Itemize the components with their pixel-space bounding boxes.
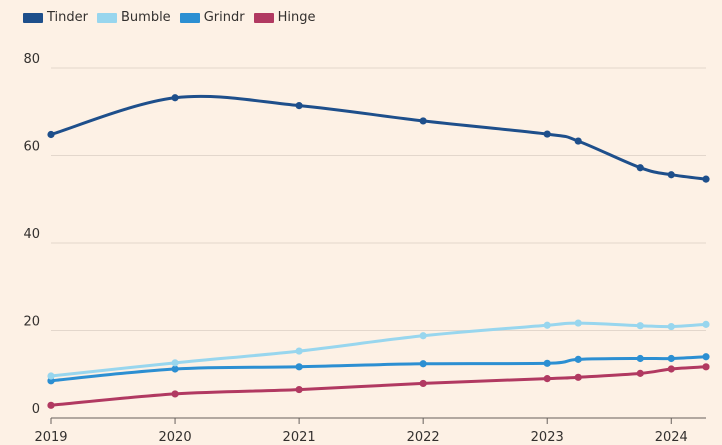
legend-swatch-tinder [23, 12, 43, 23]
legend: Tinder Bumble Grindr Hinge [23, 10, 324, 25]
legend-label-hinge: Hinge [277, 10, 316, 25]
legend-item-grindr: Grindr [179, 10, 245, 25]
legend-swatch-bumble [97, 12, 117, 23]
data-point-hinge-2 [295, 385, 303, 394]
x-tick-label-2019: 2019 [34, 430, 67, 445]
data-point-hinge-8 [702, 363, 710, 371]
data-point-bumble-4 [543, 321, 551, 329]
legend-item-tinder: Tinder [23, 10, 88, 25]
data-point-grindr-2 [295, 363, 303, 371]
data-point-hinge-6 [636, 369, 644, 377]
legend-swatch-hinge [253, 12, 274, 23]
legend-label-bumble: Bumble [121, 10, 171, 25]
data-point-hinge-7 [667, 365, 675, 373]
data-point-tinder-2 [295, 102, 303, 110]
data-point-bumble-0 [47, 372, 55, 380]
data-point-tinder-3 [419, 117, 427, 125]
data-point-grindr-4 [543, 359, 551, 367]
x-tick-label-2021: 2021 [283, 430, 316, 445]
y-tick-label-80: 80 [23, 52, 40, 67]
x-tick-label-2023: 2023 [531, 430, 564, 445]
data-point-grindr-6 [636, 354, 644, 363]
data-point-tinder-5 [574, 137, 582, 145]
series-line-grindr [49, 355, 708, 383]
data-point-tinder-7 [667, 171, 675, 179]
data-point-tinder-1 [171, 94, 179, 102]
y-tick-label-60: 60 [23, 140, 40, 155]
data-point-hinge-1 [171, 390, 179, 398]
data-point-bumble-3 [419, 332, 427, 340]
x-tick-label-2022: 2022 [407, 430, 440, 445]
data-point-grindr-8 [702, 353, 710, 361]
legend-item-hinge: Hinge [253, 10, 316, 25]
data-point-bumble-2 [295, 347, 303, 355]
series-line-bumble [49, 321, 708, 378]
data-point-bumble-8 [702, 320, 710, 328]
data-point-grindr-3 [419, 360, 427, 368]
data-point-hinge-5 [574, 373, 582, 381]
data-point-bumble-5 [574, 319, 582, 327]
data-point-hinge-0 [47, 401, 55, 409]
series-line-tinder [49, 94, 708, 181]
data-point-bumble-7 [667, 322, 675, 331]
legend-swatch-grindr [179, 12, 200, 23]
data-point-hinge-3 [419, 379, 427, 388]
data-point-tinder-8 [702, 175, 710, 183]
y-tick-label-40: 40 [23, 227, 40, 242]
data-point-tinder-4 [543, 130, 551, 138]
x-tick-label-2020: 2020 [159, 430, 192, 445]
legend-label-grindr: Grindr [203, 10, 245, 25]
y-tick-label-20: 20 [23, 315, 40, 330]
legend-item-bumble: Bumble [97, 10, 171, 25]
y-tick-label-0: 0 [32, 402, 40, 417]
data-point-hinge-4 [543, 375, 551, 383]
data-point-tinder-6 [636, 164, 644, 172]
data-point-grindr-1 [171, 365, 179, 373]
data-point-bumble-6 [636, 322, 644, 330]
series-line-hinge [49, 365, 708, 407]
data-point-bumble-1 [171, 359, 179, 367]
data-point-tinder-0 [47, 130, 55, 139]
x-tick-label-2024: 2024 [655, 430, 688, 445]
legend-label-tinder: Tinder [47, 10, 88, 25]
data-point-grindr-5 [574, 355, 582, 363]
data-point-grindr-7 [667, 354, 675, 363]
